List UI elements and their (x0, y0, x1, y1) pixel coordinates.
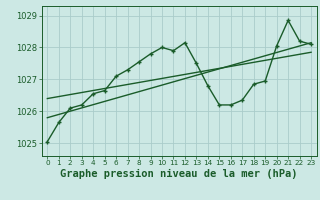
X-axis label: Graphe pression niveau de la mer (hPa): Graphe pression niveau de la mer (hPa) (60, 169, 298, 179)
